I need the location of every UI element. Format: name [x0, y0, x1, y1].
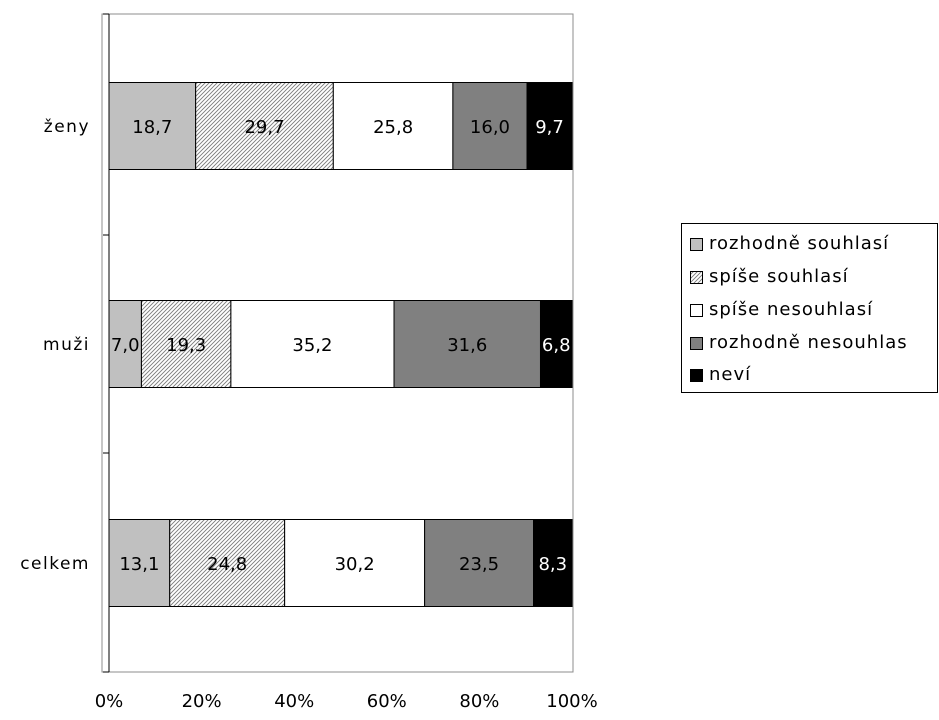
bar-segment — [424, 519, 535, 607]
x-tick-label: 0% — [95, 691, 124, 712]
data-label: 7,0 — [111, 335, 140, 356]
legend-swatch — [690, 369, 703, 382]
x-tick-label: 60% — [367, 691, 407, 712]
bar-segment — [526, 82, 573, 170]
legend-label: spíše nesouhlasí — [709, 299, 874, 320]
data-labels: 18,7 29,7 25,8 16,0 9,7 7,0 19,3 35,2 31,6 6,8 13,… — [111, 117, 571, 575]
x-tick-label: 40% — [274, 691, 314, 712]
data-label: 35,2 — [292, 335, 332, 356]
legend-label: rozhodně nesouhlas — [709, 332, 908, 353]
bar-segment — [169, 519, 286, 607]
bar-segment — [539, 300, 573, 388]
bar-segment — [533, 519, 573, 607]
category-label: muži — [43, 335, 90, 355]
legend-label: spíše souhlasí — [709, 266, 849, 287]
data-label: 6,8 — [542, 335, 571, 356]
bar-segment — [108, 519, 171, 607]
legend-swatch — [690, 337, 703, 350]
x-tick-label: 80% — [459, 691, 499, 712]
bar-segment — [284, 519, 426, 607]
data-label: 29,7 — [244, 117, 284, 138]
data-label: 30,2 — [335, 554, 375, 575]
data-label: 18,7 — [132, 117, 172, 138]
x-tick-label: 20% — [182, 691, 222, 712]
category-label: ženy — [44, 117, 90, 137]
legend-label: rozhodně souhlasí — [709, 233, 890, 254]
data-label: 24,8 — [207, 554, 247, 575]
legend-swatch — [690, 238, 703, 251]
data-label: 16,0 — [470, 117, 510, 138]
legend-swatch — [690, 304, 703, 317]
bars — [108, 82, 573, 607]
bar-segment — [393, 300, 541, 388]
x-tick-label: 100% — [546, 691, 597, 712]
legend: rozhodně souhlasí spíše souhlasí spíše n… — [681, 223, 938, 393]
legend-swatch — [690, 271, 703, 284]
data-label: 13,1 — [119, 554, 159, 575]
bar-segment — [195, 82, 334, 170]
legend-label: neví — [709, 364, 752, 385]
bar-segment — [140, 300, 232, 388]
data-label: 25,8 — [373, 117, 413, 138]
data-label: 9,7 — [535, 117, 564, 138]
data-label: 8,3 — [538, 554, 567, 575]
category-label: celkem — [20, 554, 90, 574]
data-label: 23,5 — [459, 554, 499, 575]
bar-segment — [230, 300, 395, 388]
data-label: 31,6 — [447, 335, 487, 356]
data-label: 19,3 — [166, 335, 206, 356]
bar-segment — [108, 82, 197, 170]
